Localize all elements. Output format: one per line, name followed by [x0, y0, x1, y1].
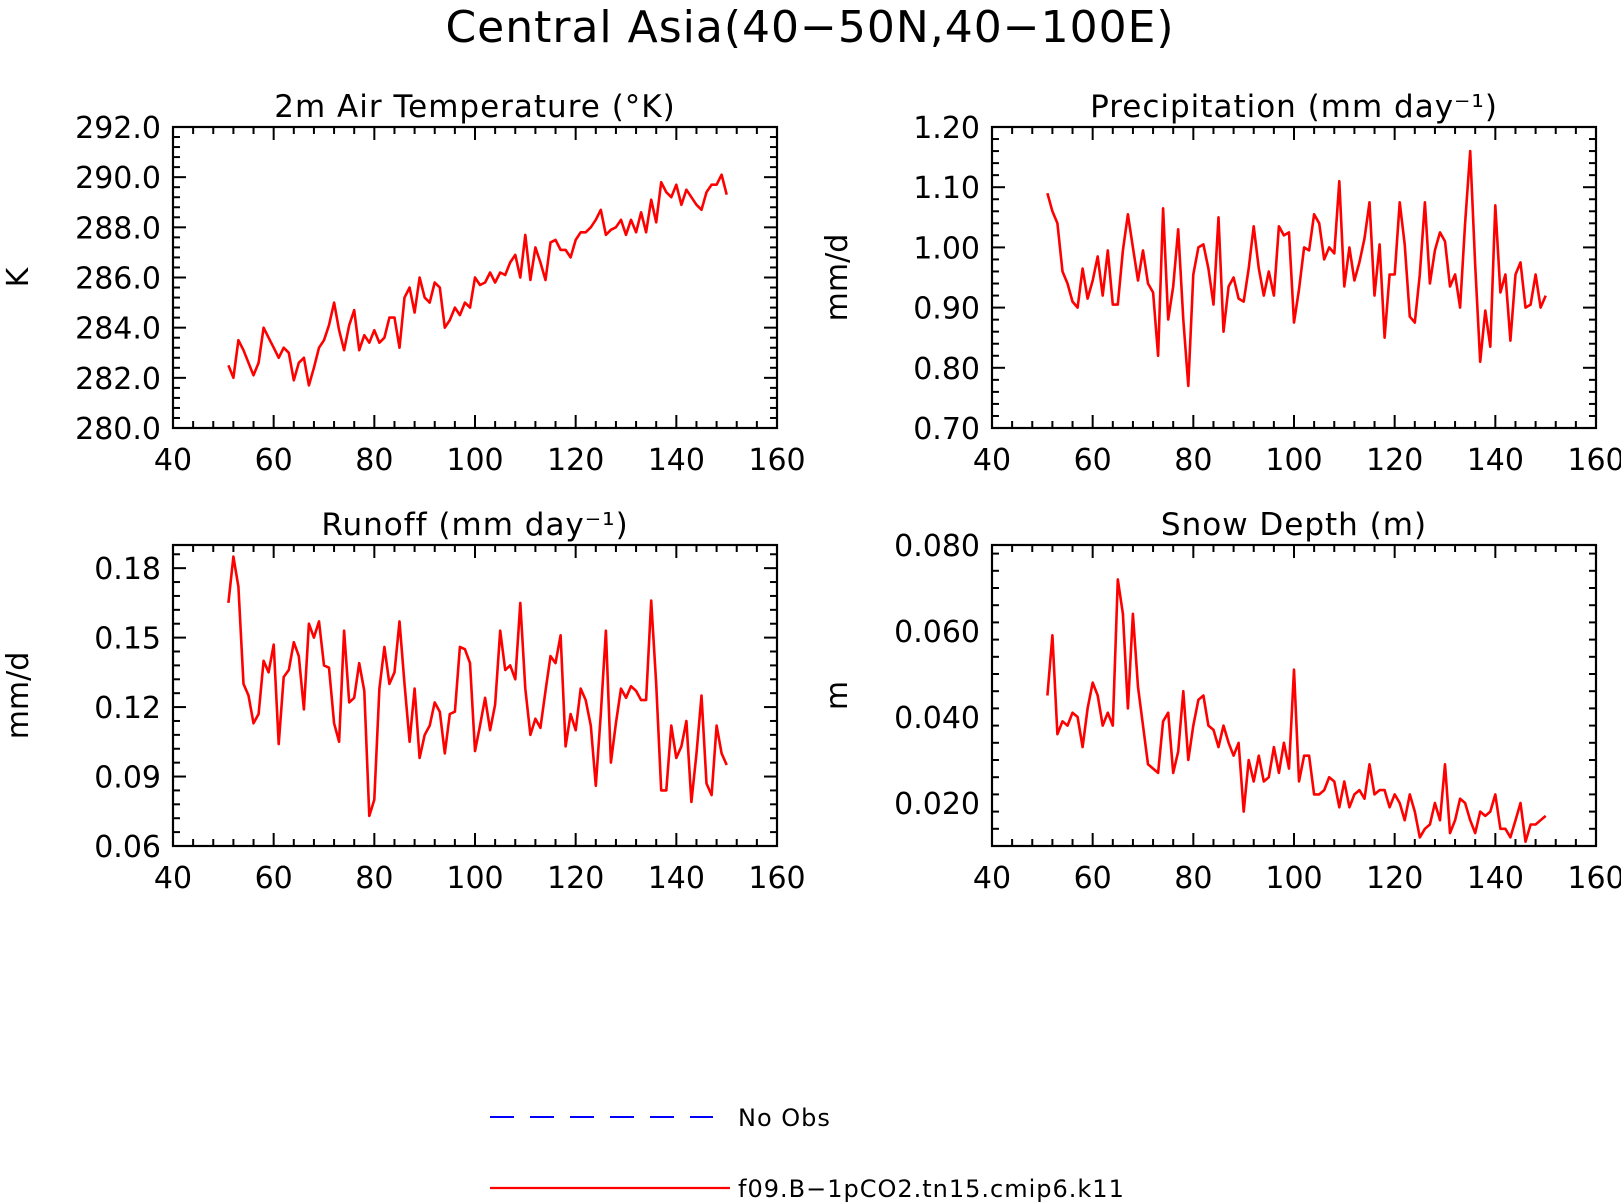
y-tick-label: 0.040 — [894, 701, 980, 736]
x-tick-label: 140 — [648, 443, 705, 478]
x-tick-label: 60 — [255, 443, 293, 478]
x-tick-label: 60 — [255, 861, 293, 896]
x-tick-label: 140 — [648, 861, 705, 896]
x-tick-label: 80 — [355, 443, 393, 478]
x-tick-label: 160 — [748, 861, 805, 896]
y-tick-label: 284.0 — [75, 312, 161, 347]
y-tick-label: 286.0 — [75, 262, 161, 297]
legend-label-model-run: f09.B−1pCO2.tn15.cmip6.k11 — [738, 1175, 1125, 1203]
x-tick-label: 40 — [973, 861, 1011, 896]
y-tick-label: 1.20 — [913, 111, 980, 146]
plot-frame — [171, 543, 779, 848]
y-axis-label: mm/d — [820, 234, 855, 322]
y-axis-label: m — [820, 681, 855, 710]
x-tick-label: 120 — [547, 443, 604, 478]
series-line — [227, 173, 728, 387]
x-tick-label: 120 — [547, 861, 604, 896]
y-tick-label: 280.0 — [75, 412, 161, 447]
y-tick-label: 0.15 — [94, 622, 161, 657]
x-tick-label: 100 — [1265, 443, 1322, 478]
panel-runoff: Runoff (mm day⁻¹) mm/d 40 60 80 100 120 140 16… — [1, 507, 806, 896]
x-tick-label: 40 — [154, 443, 192, 478]
x-tick-label: 100 — [446, 861, 503, 896]
legend-label-no-obs: No Obs — [738, 1104, 831, 1132]
x-tick-label: 160 — [1567, 861, 1621, 896]
y-tick-label: 0.09 — [94, 761, 161, 796]
figure-title: Central Asia(40−50N,40−100E) — [445, 2, 1174, 53]
x-tick-label: 160 — [748, 443, 805, 478]
y-axis-label: K — [1, 266, 36, 287]
y-tick-label: 292.0 — [75, 111, 161, 146]
series-line — [1046, 149, 1547, 388]
x-tick-label: 100 — [1265, 861, 1322, 896]
y-tick-label: 0.90 — [913, 292, 980, 327]
x-tick-label: 120 — [1366, 861, 1423, 896]
y-tick-label: 0.12 — [94, 691, 161, 726]
panel-snow-depth: Snow Depth (m) m 40 60 80 100 120 140 160 0.020… — [820, 507, 1621, 896]
panel-precipitation: Precipitation (mm day⁻¹) mm/d 40 60 80 100 1… — [820, 89, 1621, 478]
x-tick-label: 40 — [973, 443, 1011, 478]
panel-title: 2m Air Temperature (°K) — [274, 89, 675, 125]
panel-title: Precipitation (mm day⁻¹) — [1090, 89, 1498, 125]
x-tick-label: 160 — [1567, 443, 1621, 478]
x-tick-label: 140 — [1467, 443, 1524, 478]
x-tick-label: 80 — [1174, 861, 1212, 896]
panel-air-temperature: 2m Air Temperature (°K) K 40 60 80 100 120 14… — [1, 89, 806, 478]
panel-title: Runoff (mm day⁻¹) — [321, 507, 628, 543]
x-tick-label: 100 — [446, 443, 503, 478]
x-tick-label: 60 — [1074, 861, 1112, 896]
y-tick-label: 0.80 — [913, 352, 980, 387]
y-tick-label: 0.080 — [894, 529, 980, 564]
y-axis-label: mm/d — [1, 652, 36, 740]
y-tick-label: 282.0 — [75, 362, 161, 397]
y-tick-label: 1.10 — [913, 171, 980, 206]
x-tick-label: 40 — [154, 861, 192, 896]
y-tick-label: 290.0 — [75, 161, 161, 196]
panel-title: Snow Depth (m) — [1161, 507, 1427, 543]
legend: No Obs f09.B−1pCO2.tn15.cmip6.k11 — [490, 1104, 1125, 1203]
series-line — [227, 555, 728, 818]
series-line — [1046, 578, 1547, 844]
y-tick-label: 0.060 — [894, 615, 980, 650]
x-tick-label: 80 — [355, 861, 393, 896]
x-tick-label: 120 — [1366, 443, 1423, 478]
x-tick-label: 140 — [1467, 861, 1524, 896]
y-tick-label: 1.00 — [913, 231, 980, 266]
y-tick-label: 0.70 — [913, 412, 980, 447]
x-tick-label: 60 — [1074, 443, 1112, 478]
y-tick-label: 0.020 — [894, 787, 980, 822]
y-tick-label: 0.06 — [94, 830, 161, 865]
x-tick-label: 80 — [1174, 443, 1212, 478]
y-tick-label: 288.0 — [75, 211, 161, 246]
y-tick-label: 0.18 — [94, 552, 161, 587]
